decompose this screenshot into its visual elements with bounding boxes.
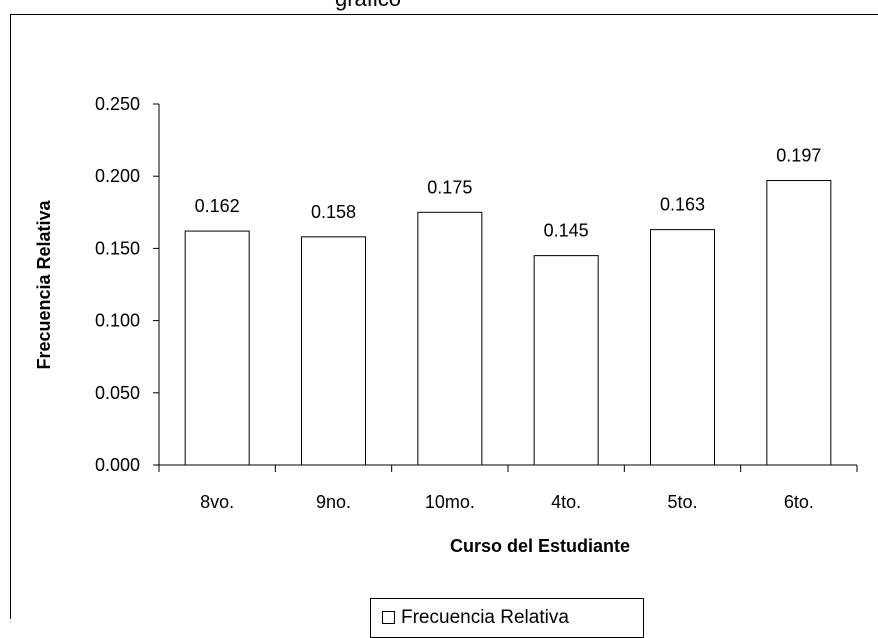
y-tick-label: 0.050 <box>95 383 140 403</box>
data-label: 0.175 <box>427 177 472 197</box>
plot-area: 0.000 0.050 0.100 0.150 0.200 0.250 0.162 8vo. 0… <box>95 94 858 512</box>
data-label: 0.162 <box>195 196 240 216</box>
bar <box>650 229 715 466</box>
chart-frame-top <box>10 14 878 15</box>
x-tick-label: 4to. <box>551 492 581 512</box>
x-tick-label: 8vo. <box>200 492 234 512</box>
bar-chart: 0.000 0.050 0.100 0.150 0.200 0.250 0.162 8vo. 0… <box>34 94 858 556</box>
x-tick-label: 10mo. <box>425 492 475 512</box>
chart-frame-left <box>10 14 11 619</box>
legend-swatch <box>382 611 395 624</box>
data-label: 0.158 <box>311 202 356 222</box>
data-label: 0.197 <box>776 146 821 166</box>
y-tick-label: 0.200 <box>95 166 140 186</box>
y-tick-label: 0.000 <box>95 455 140 475</box>
data-label: 0.145 <box>544 221 589 241</box>
bar <box>301 236 366 466</box>
bar <box>533 255 599 466</box>
y-axis-title: Frecuencia Relativa <box>34 199 54 369</box>
x-tick-label: 6to. <box>784 492 814 512</box>
legend-label: Frecuencia Relativa <box>401 607 569 628</box>
legend: Frecuencia Relativa <box>370 598 644 638</box>
bar <box>417 211 483 466</box>
bar <box>184 230 250 466</box>
chart-page: gráfico 0.0000.0500.1000.1500.2000.2500.… <box>10 0 878 638</box>
x-tick-label: 9no. <box>316 492 351 512</box>
y-tick-label: 0.150 <box>95 238 140 258</box>
x-axis-title: Curso del Estudiante <box>450 536 630 556</box>
bar <box>766 180 832 466</box>
chart-title: gráfico <box>335 0 401 12</box>
data-label: 0.163 <box>660 195 705 215</box>
y-tick-label: 0.250 <box>95 94 140 114</box>
y-tick-label: 0.100 <box>95 311 140 331</box>
x-tick-label: 5to. <box>667 492 697 512</box>
